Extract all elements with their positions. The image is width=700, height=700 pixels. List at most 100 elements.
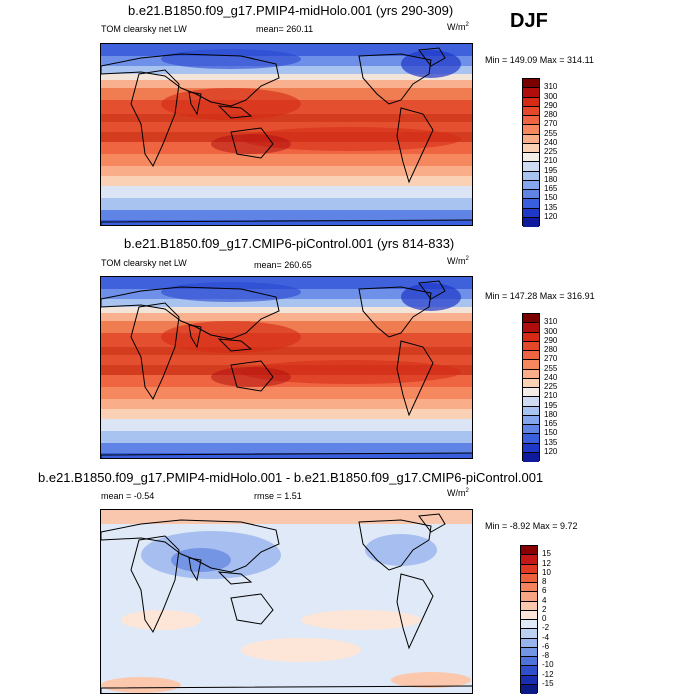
colorbar-tick-label: 280 [544,110,558,119]
colorbar-tick-label: 120 [544,211,558,221]
colorbar-tick-label: 240 [544,372,558,382]
colorbar-tick-label: -4 [542,632,550,642]
colorbar-swatch [521,583,537,593]
panel-3-title: b.e21.B1850.f09_g17.PMIP4-midHolo.001 - … [38,470,544,485]
colorbar-tick-label: -15 [542,678,554,688]
colorbar-tick-label: 195 [544,400,558,410]
season-label: DJF [510,10,548,32]
colorbar-swatch [523,106,539,116]
panel-1-variable-label: TOM clearsky net LW [101,24,187,34]
colorbar-swatch [521,592,537,602]
colorbar-swatch [523,425,539,435]
colorbar-swatch [523,369,539,379]
colorbar-tick-label: 255 [544,363,558,373]
panel-3-mean-label: mean = -0.54 [101,491,155,501]
panel-3-colorbar [520,545,538,694]
panel-2-minmax: Min = 147.28 Max = 316.91 [485,291,595,301]
colorbar-swatch [521,647,537,657]
colorbar-tick-label: 280 [544,345,558,354]
colorbar-tick-label: 210 [544,391,558,401]
colorbar-swatch [523,415,539,425]
colorbar-swatch [523,171,539,181]
colorbar-tick-label: 195 [544,165,558,175]
colorbar-swatch [523,199,539,209]
colorbar-swatch [523,341,539,351]
colorbar-tick-label: 4 [542,595,547,605]
colorbar-swatch [521,564,537,574]
panel-3-map [100,509,473,694]
panel-1-colorbar [522,78,540,227]
colorbar-swatch [523,434,539,444]
colorbar-swatch [521,675,537,685]
panel-2-mean-label: mean= 260.65 [254,260,312,270]
colorbar-tick-label: 8 [542,577,547,586]
colorbar-swatch [523,406,539,416]
colorbar-tick-label: 150 [544,428,558,438]
colorbar-swatch [521,573,537,583]
colorbar-tick-label: 180 [544,174,558,184]
panel-2-variable-label: TOM clearsky net LW [101,258,187,268]
panel-1-map [100,43,473,226]
colorbar-swatch [523,360,539,370]
colorbar-swatch [521,546,537,556]
panel-2-units: W/m2 [447,256,469,266]
colorbar-tick-label: 255 [544,128,558,138]
colorbar-swatch [521,555,537,565]
panel-1-minmax: Min = 149.09 Max = 314.11 [485,55,594,65]
colorbar-swatch [521,638,537,648]
colorbar-tick-label: 180 [544,409,558,419]
colorbar-swatch [521,666,537,676]
colorbar-tick-label: 290 [544,335,558,345]
colorbar-swatch [523,217,539,227]
colorbar-tick-label: 0 [542,614,547,623]
colorbar-swatch [523,116,539,126]
colorbar-swatch [523,443,539,453]
colorbar-swatch [523,397,539,407]
colorbar-swatch [521,684,537,694]
colorbar-tick-label: -6 [542,641,550,651]
colorbar-tick-label: 12 [542,558,551,568]
colorbar-tick-label: 300 [544,326,558,336]
panel-1-units: W/m2 [447,22,469,32]
colorbar-tick-label: 310 [544,317,558,327]
colorbar-swatch [523,208,539,218]
colorbar-tick-label: 270 [544,354,558,364]
colorbar-tick-label: -10 [542,660,554,670]
colorbar-swatch [523,452,539,462]
colorbar-tick-label: -8 [542,651,550,660]
colorbar-tick-label: 15 [542,549,551,559]
colorbar-swatch [523,388,539,398]
colorbar-swatch [523,153,539,163]
panel-1-mean-label: mean= 260.11 [256,24,314,34]
colorbar-tick-label: 270 [544,119,558,129]
colorbar-tick-label: 10 [542,567,551,577]
colorbar-swatch [523,180,539,190]
colorbar-swatch [523,351,539,361]
colorbar-tick-label: 150 [544,193,558,203]
colorbar-tick-label: -2 [542,623,550,633]
colorbar-tick-label: 135 [544,437,558,447]
colorbar-swatch [521,629,537,639]
colorbar-swatch [521,657,537,667]
colorbar-tick-label: 6 [542,586,547,596]
panel-2-colorbar [522,313,540,462]
colorbar-swatch [523,378,539,388]
colorbar-tick-label: 165 [544,419,558,428]
colorbar-tick-label: 225 [544,147,558,156]
colorbar-swatch [523,134,539,144]
colorbar-tick-label: 135 [544,202,558,212]
panel-3-minmax: Min = -8.92 Max = 9.72 [485,521,578,531]
colorbar-swatch [523,314,539,324]
panel-1-title: b.e21.B1850.f09_g17.PMIP4-midHolo.001 (y… [128,3,454,18]
colorbar-swatch [523,125,539,135]
colorbar-tick-label: 2 [542,604,547,614]
colorbar-tick-label: 240 [544,137,558,147]
colorbar-tick-label: 165 [544,184,558,193]
panel-3-units: W/m2 [447,488,469,498]
colorbar-tick-label: 290 [544,100,558,110]
colorbar-swatch [523,88,539,98]
colorbar-tick-label: 225 [544,382,558,391]
colorbar-swatch [523,143,539,153]
colorbar-tick-label: 210 [544,156,558,166]
panel-2-title: b.e21.B1850.f09_g17.CMIP6-piControl.001 … [124,236,455,251]
